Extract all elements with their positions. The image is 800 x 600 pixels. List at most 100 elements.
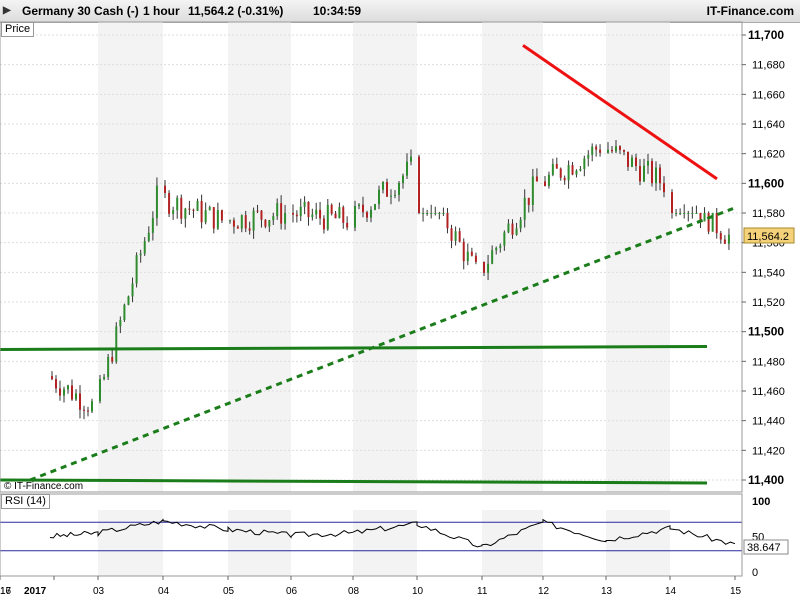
candle-body bbox=[531, 176, 534, 205]
candle-body bbox=[466, 251, 469, 262]
candle-body bbox=[571, 165, 574, 175]
x-tick-label: 13 bbox=[601, 586, 613, 597]
candle-body bbox=[544, 181, 546, 186]
candle-body bbox=[188, 208, 191, 210]
candle-body bbox=[575, 170, 578, 175]
candle-body bbox=[442, 213, 445, 214]
candle-body bbox=[563, 177, 566, 181]
candle-body bbox=[727, 234, 730, 244]
candle-body bbox=[91, 401, 93, 412]
rsi-last-value-badge: 38.647 bbox=[743, 539, 789, 555]
candle-body bbox=[71, 385, 73, 400]
x-tick-label: 11 bbox=[477, 586, 488, 597]
y-tick-label: 11,620 bbox=[752, 149, 785, 161]
candle-body bbox=[611, 149, 613, 152]
rsi-y-tick-label: 100 bbox=[752, 496, 770, 508]
candle-body bbox=[354, 206, 356, 228]
candle-body bbox=[631, 157, 633, 167]
candle-body bbox=[703, 213, 706, 222]
candle-body bbox=[450, 228, 453, 241]
candle-body bbox=[280, 203, 283, 224]
y-tick-label: 11,420 bbox=[752, 445, 785, 457]
watermark-text: © IT-Finance.com bbox=[4, 481, 83, 492]
candle-body bbox=[362, 204, 364, 213]
candle-body bbox=[164, 185, 166, 194]
candle-body bbox=[326, 204, 329, 230]
candle-body bbox=[131, 283, 134, 297]
candle-body bbox=[527, 197, 530, 205]
candle-body bbox=[474, 255, 477, 262]
candle-body bbox=[402, 175, 404, 184]
candle-body bbox=[307, 201, 310, 218]
y-tick-label: 11,480 bbox=[752, 356, 785, 368]
candle-body bbox=[434, 213, 437, 214]
candle-body bbox=[446, 213, 449, 229]
candle-body bbox=[208, 207, 211, 211]
candle-body bbox=[240, 215, 243, 229]
candle-body bbox=[503, 232, 506, 246]
day-band bbox=[228, 22, 291, 492]
candle-body bbox=[607, 149, 609, 153]
trendlines bbox=[0, 44, 734, 485]
y-tick-label: 11,540 bbox=[752, 267, 785, 279]
x-tick-label: 08 bbox=[348, 586, 360, 597]
candle-body bbox=[507, 223, 510, 233]
trendline bbox=[29, 207, 734, 482]
candle-body bbox=[410, 156, 412, 162]
candle-body bbox=[587, 154, 590, 159]
brand-label: IT-Finance.com bbox=[706, 4, 794, 18]
y-tick-label: 11,400 bbox=[748, 473, 784, 487]
candle-body bbox=[123, 304, 126, 321]
candle-body bbox=[699, 213, 702, 222]
candle-body bbox=[655, 167, 657, 184]
candle-body bbox=[63, 389, 65, 396]
candle-body bbox=[127, 296, 130, 305]
candle-body bbox=[299, 206, 302, 217]
axes: 11,400 11,420 11,440 11,460 11,480 11,500 11,5… bbox=[0, 21, 785, 597]
candle-body bbox=[303, 201, 306, 207]
y-tick-label: 11,600 bbox=[748, 176, 784, 190]
y-tick-label: 11,580 bbox=[752, 208, 785, 220]
candle-body bbox=[458, 231, 461, 242]
candle-body bbox=[394, 194, 396, 196]
y-tick-label: 11,700 bbox=[748, 28, 784, 42]
candle-body bbox=[151, 218, 154, 233]
candle-body bbox=[438, 213, 441, 214]
rsi-line bbox=[49, 518, 736, 548]
trendline bbox=[0, 345, 708, 351]
x-tick-label: 04 bbox=[158, 586, 170, 597]
rsi-last-value-label: 38.647 bbox=[747, 542, 781, 554]
candle-body bbox=[180, 197, 183, 219]
candle-body bbox=[342, 207, 345, 223]
candle-body bbox=[139, 253, 142, 256]
candle-body bbox=[143, 241, 146, 254]
day-band bbox=[98, 22, 163, 492]
candles bbox=[51, 140, 730, 420]
candle-body bbox=[111, 357, 114, 362]
candle-body bbox=[683, 213, 686, 214]
candle-body bbox=[176, 197, 179, 211]
y-tick-label: 11,500 bbox=[748, 325, 784, 339]
candle-body bbox=[260, 210, 263, 220]
candle-body bbox=[551, 163, 554, 175]
y-tick-label: 11,640 bbox=[752, 119, 785, 131]
candle-body bbox=[615, 146, 617, 152]
candle-body bbox=[334, 213, 337, 219]
candle-body bbox=[220, 210, 223, 221]
candle-body bbox=[687, 213, 690, 214]
candle-body bbox=[627, 151, 629, 167]
day-band bbox=[606, 22, 670, 492]
candle-body bbox=[295, 214, 298, 217]
last-price-label: 11,564.2 bbox=[747, 231, 789, 243]
candle-body bbox=[172, 210, 175, 214]
candle-body bbox=[635, 157, 637, 167]
candle-body bbox=[322, 218, 325, 230]
candle-body bbox=[319, 209, 322, 219]
y-tick-label: 11,680 bbox=[752, 60, 785, 72]
candle-body bbox=[487, 263, 490, 273]
x-tick-label: 15 bbox=[730, 586, 742, 597]
candle-body bbox=[168, 193, 171, 214]
trendline bbox=[0, 478, 708, 485]
collapse-arrow-icon[interactable]: ▶ bbox=[3, 5, 11, 16]
